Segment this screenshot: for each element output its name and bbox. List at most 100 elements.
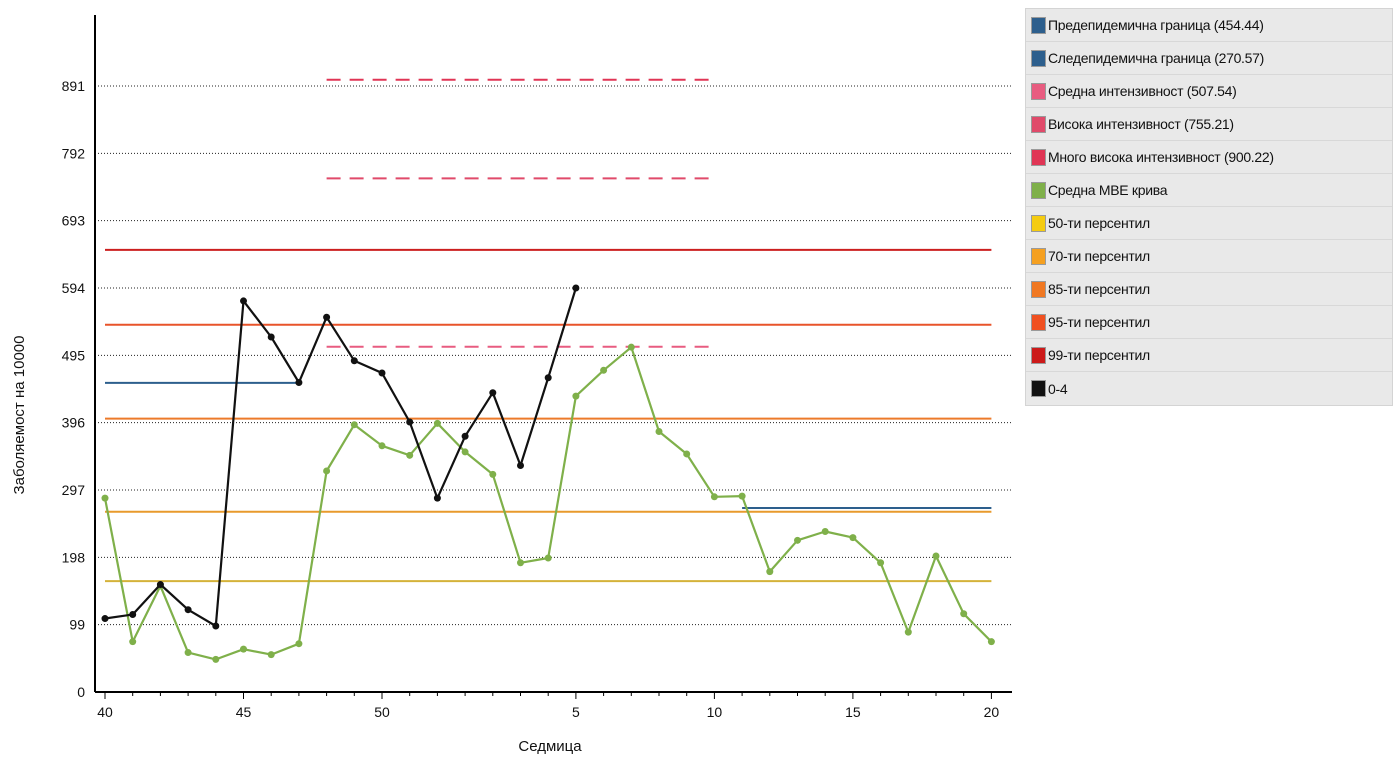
data-point: [267, 651, 275, 659]
data-point: [406, 418, 414, 426]
y-axis-title: Заболяемост на 10000: [11, 336, 28, 495]
legend-label: 0-4: [1048, 380, 1068, 397]
data-point: [960, 610, 968, 618]
legend-label: Много висока интензивност (900.22): [1048, 149, 1274, 165]
legend-swatch: [1031, 49, 1046, 67]
legend-swatch: [1031, 148, 1046, 166]
data-point: [184, 606, 192, 614]
x-tick-label: 10: [707, 704, 723, 720]
legend-swatch: [1031, 181, 1046, 199]
legend-swatch: [1031, 214, 1046, 232]
data-series: [101, 284, 995, 663]
data-point: [849, 534, 857, 542]
y-tick-label: 198: [62, 549, 86, 565]
data-point: [129, 610, 137, 618]
data-point: [572, 284, 580, 292]
x-tick-label: 5: [572, 704, 580, 720]
legend-item: 50-ти персентил: [1026, 207, 1392, 240]
legend-label: Следепидемична граница (270.57): [1048, 50, 1264, 66]
legend-swatch: [1031, 82, 1046, 100]
data-point: [240, 645, 247, 653]
legend-item: Предепидемична граница (454.44): [1026, 9, 1392, 42]
series-group: [101, 343, 995, 663]
data-point: [987, 638, 995, 646]
data-point: [350, 421, 358, 429]
legend-item: 70-ти персентил: [1026, 240, 1392, 273]
data-point: [433, 419, 441, 427]
data-point: [184, 649, 192, 657]
data-point: [433, 494, 441, 502]
data-point: [101, 494, 109, 502]
legend-swatch: [1031, 16, 1046, 34]
legend-item: 99-ти персентил: [1026, 339, 1392, 372]
legend-label: 50-ти персентил: [1048, 215, 1150, 231]
axes: 0 99 198 297 396 495 594 693 792 891 40 45 50 5 10 15 20: [62, 15, 1012, 720]
data-point: [904, 628, 912, 636]
data-point: [101, 615, 109, 623]
legend-label: 95-ти персентил: [1048, 314, 1150, 330]
data-point: [710, 493, 718, 501]
data-point: [932, 552, 940, 560]
legend-label: Средна интензивност (507.54): [1048, 83, 1237, 99]
data-point: [738, 492, 746, 500]
data-point: [766, 568, 774, 576]
legend-label: Висока интензивност (755.21): [1048, 116, 1234, 132]
data-point: [295, 379, 303, 387]
data-point: [378, 369, 386, 377]
y-tick-label: 792: [62, 145, 86, 161]
y-tick-label: 396: [62, 415, 86, 431]
data-point: [794, 536, 801, 544]
series-group: [101, 284, 580, 630]
data-point: [323, 467, 331, 475]
legend-label: 70-ти персентил: [1048, 248, 1150, 264]
data-point: [572, 392, 580, 400]
data-point: [156, 581, 164, 589]
legend-item: 0-4: [1026, 372, 1392, 405]
data-point: [406, 451, 414, 459]
x-axis-title: Седмица: [518, 738, 582, 755]
data-point: [489, 470, 497, 478]
legend-label: 99-ти персентил: [1048, 347, 1150, 363]
legend-item: Средна интензивност (507.54): [1026, 75, 1392, 108]
data-point: [877, 559, 885, 567]
x-tick-label: 50: [374, 704, 390, 720]
x-tick-label: 45: [236, 704, 252, 720]
legend-item: Следепидемична граница (270.57): [1026, 42, 1392, 75]
y-tick-label: 297: [62, 482, 86, 498]
x-tick-label: 20: [984, 704, 1000, 720]
x-tick-label: 15: [845, 704, 861, 720]
chart-legend: Предепидемична граница (454.44) Следепиде…: [1025, 8, 1393, 406]
y-tick-label: 891: [62, 78, 86, 94]
data-point: [240, 297, 247, 305]
data-point: [212, 622, 220, 630]
legend-swatch: [1031, 280, 1046, 298]
data-point: [489, 389, 497, 397]
data-point: [655, 428, 663, 436]
legend-item: Средна МВЕ крива: [1026, 174, 1392, 207]
reference-lines: [105, 78, 992, 583]
y-tick-label: 99: [69, 617, 85, 633]
data-point: [461, 448, 469, 456]
data-point: [544, 554, 552, 562]
data-point: [517, 559, 524, 567]
data-point: [461, 432, 469, 440]
data-point: [212, 655, 220, 663]
x-tick-label: 40: [97, 704, 113, 720]
legend-label: Предепидемична граница (454.44): [1048, 17, 1264, 33]
data-point: [267, 333, 275, 341]
series-line: [103, 346, 993, 661]
data-point: [600, 366, 608, 374]
data-point: [517, 462, 524, 470]
legend-item: Много висока интензивност (900.22): [1026, 141, 1392, 174]
data-point: [350, 357, 358, 365]
legend-swatch: [1031, 247, 1046, 265]
legend-swatch: [1031, 115, 1046, 133]
legend-swatch: [1031, 380, 1046, 397]
series-line: [104, 287, 577, 628]
data-point: [378, 442, 386, 450]
legend-label: Средна МВЕ крива: [1048, 182, 1168, 198]
y-tick-label: 0: [77, 684, 85, 700]
legend-swatch: [1031, 346, 1046, 364]
